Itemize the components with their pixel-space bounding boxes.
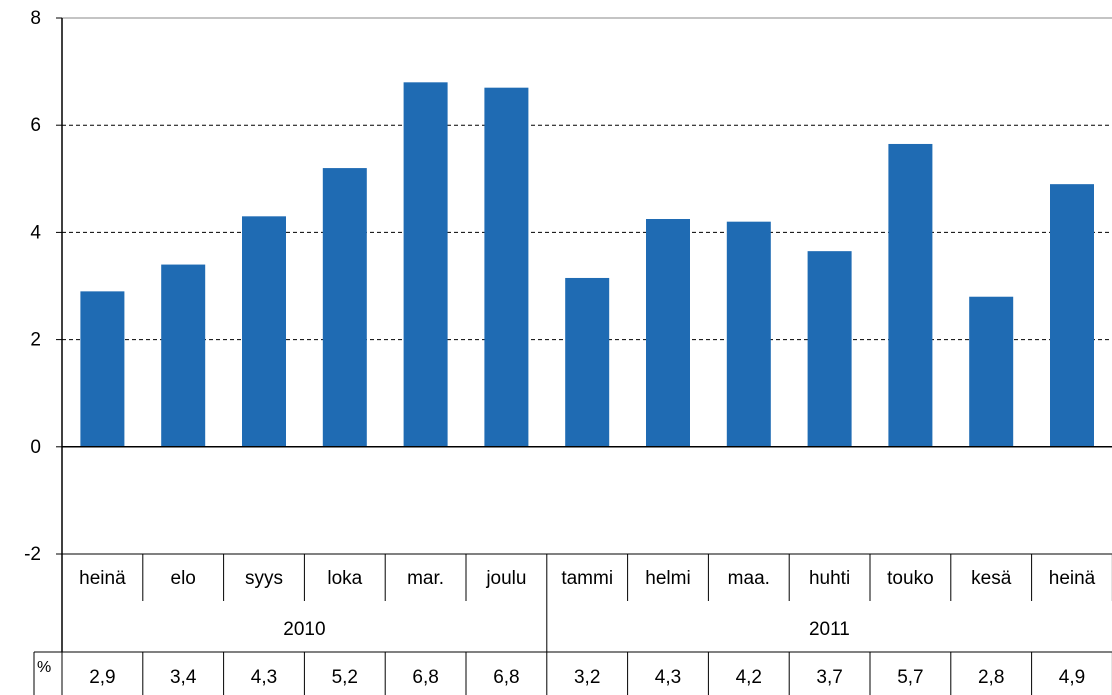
x-tick-label: heinä — [79, 568, 126, 589]
x-tick-label: loka — [327, 568, 362, 589]
x-tick-label: heinä — [1049, 568, 1096, 589]
data-label: 6,8 — [412, 667, 438, 688]
bars — [80, 82, 1094, 447]
data-label: 3,2 — [574, 667, 600, 688]
data-label: 6,8 — [493, 667, 519, 688]
x-tick-label: syys — [245, 568, 283, 589]
x-tick-label: kesä — [971, 568, 1012, 589]
data-label: 4,3 — [655, 667, 681, 688]
y-tick-label: -2 — [24, 544, 41, 565]
bar — [646, 219, 690, 447]
y-tick-label: 8 — [30, 8, 41, 29]
x-tick-label: elo — [171, 568, 196, 589]
y-tick-label: 4 — [30, 222, 41, 243]
y-tick-label: 2 — [30, 330, 41, 351]
category-table: heinä elo syys loka mar. joulu tammi helmi maa. h… — [33, 553, 1112, 695]
data-label: 4,9 — [1059, 667, 1085, 688]
bar — [322, 168, 367, 447]
data-label: 2,8 — [978, 667, 1004, 688]
bar — [484, 87, 529, 447]
bar — [1050, 184, 1094, 447]
data-label: 4,3 — [251, 667, 277, 688]
data-label: 3,7 — [816, 667, 842, 688]
x-tick-label: tammi — [561, 568, 613, 589]
axes — [56, 17, 1112, 652]
x-tick-label: huhti — [809, 568, 850, 589]
x-tick-label: helmi — [645, 568, 690, 589]
bar — [888, 143, 933, 447]
data-label: 5,7 — [897, 667, 923, 688]
bar — [80, 291, 125, 447]
data-label: 2,9 — [89, 667, 115, 688]
bar — [242, 216, 286, 447]
y-tick-label: 0 — [30, 437, 41, 458]
year-label: 2010 — [283, 619, 325, 640]
x-tick-label: mar. — [407, 568, 444, 589]
bar — [969, 296, 1014, 447]
bar — [726, 221, 771, 447]
bar — [565, 277, 610, 447]
x-tick-label: touko — [887, 568, 933, 589]
data-label: 5,2 — [332, 667, 358, 688]
x-tick-label: joulu — [485, 568, 526, 589]
x-tick-label: maa. — [728, 568, 770, 589]
data-label: 4,2 — [736, 667, 762, 688]
bar — [403, 82, 448, 447]
year-label: 2011 — [809, 619, 850, 640]
data-label: 3,4 — [170, 667, 197, 688]
y-tick-label: 6 — [30, 115, 41, 136]
table-row-label: % — [37, 659, 51, 676]
bar — [161, 264, 206, 447]
bar — [807, 251, 852, 447]
y-tick-labels: 8 6 4 2 0 -2 — [24, 8, 41, 565]
